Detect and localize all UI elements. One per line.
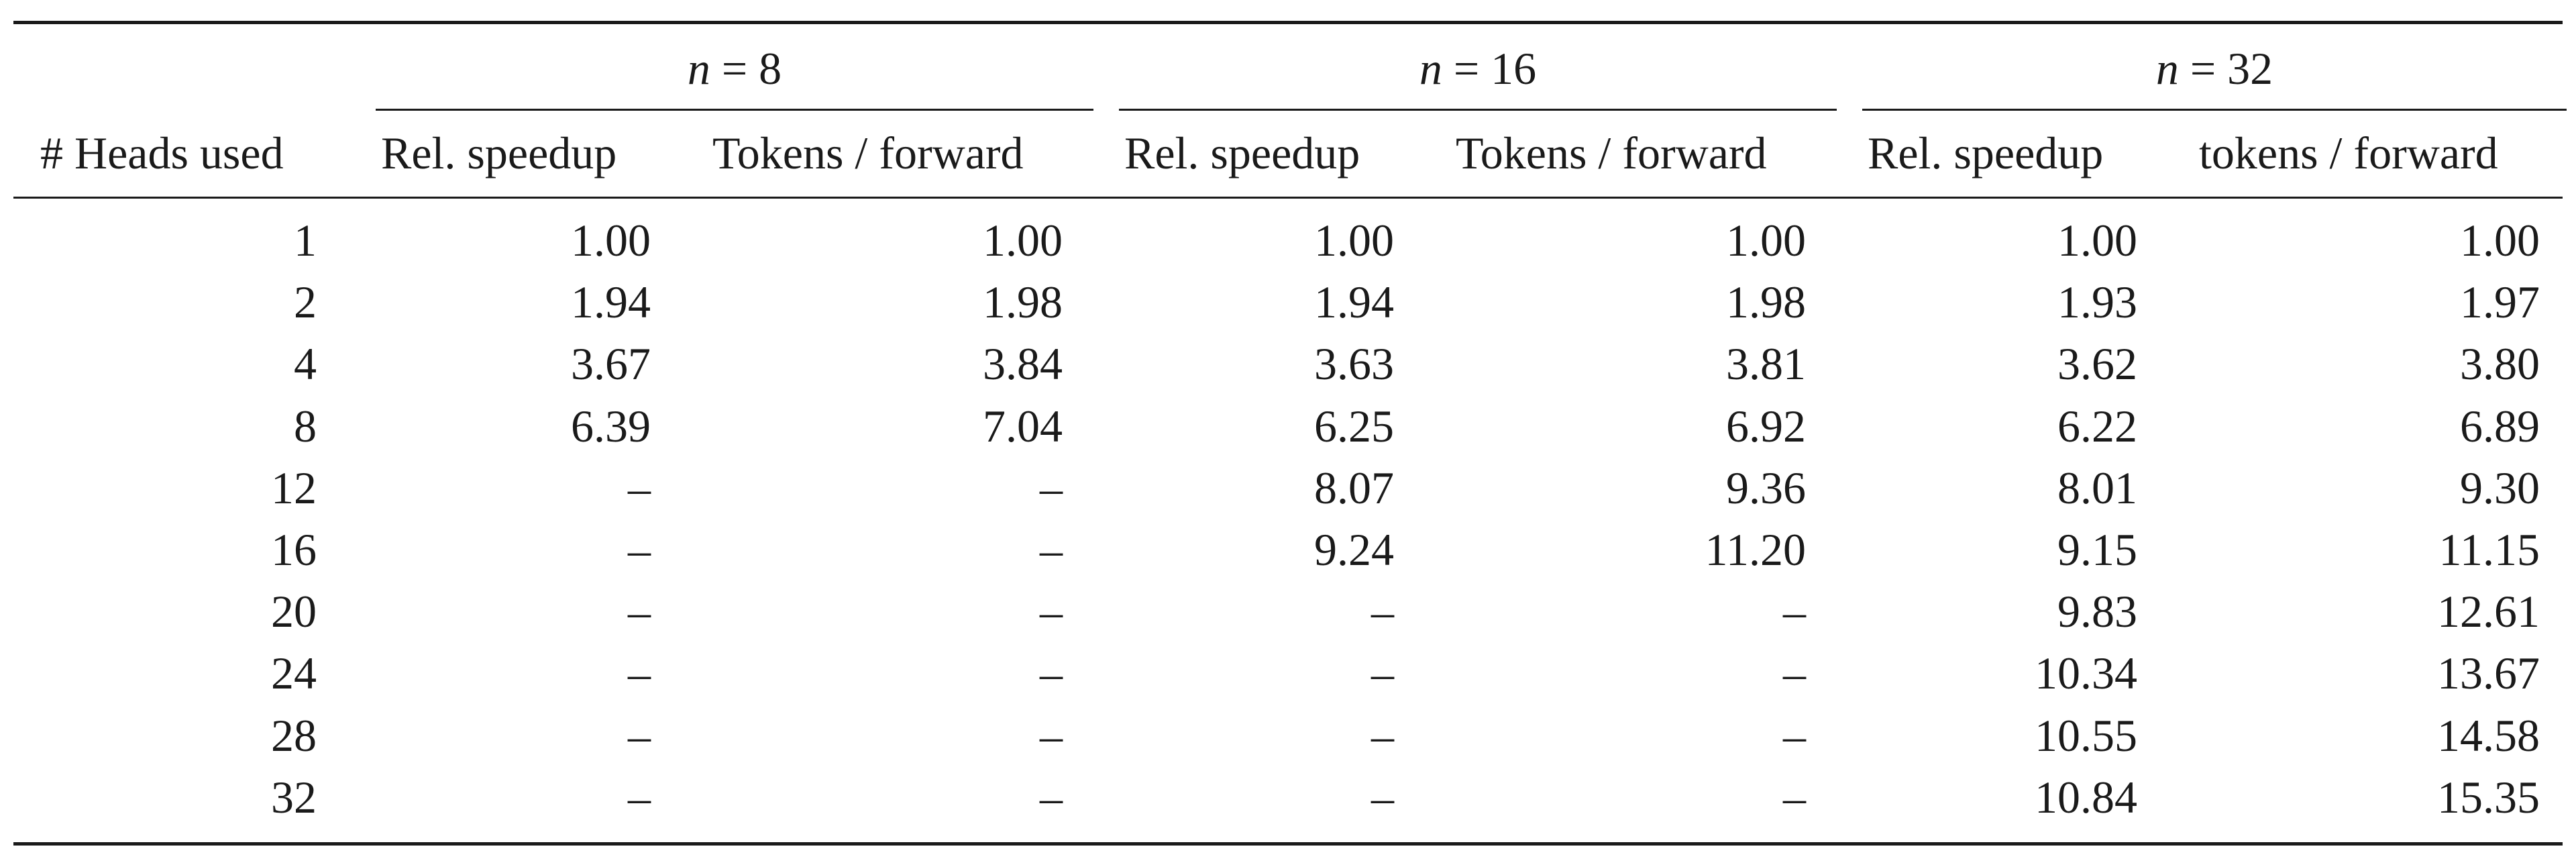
- group-header-n8: n = 8: [376, 42, 1093, 95]
- group-n-val: 32: [2227, 43, 2273, 94]
- value-cell: 1.00: [2460, 215, 2540, 266]
- value-cell: 14.58: [2437, 710, 2540, 761]
- heads-used-cell: 12: [271, 462, 317, 513]
- group-n-eq: =: [1442, 43, 1491, 94]
- col-header-tokens-forward: tokens / forward: [2199, 128, 2498, 178]
- heads-used-cell: 4: [294, 338, 317, 389]
- value-cell: 11.15: [2438, 524, 2540, 575]
- heads-used-cell: 1: [294, 215, 317, 266]
- value-cell: 1.93: [2057, 276, 2137, 327]
- group-n-eq: =: [2178, 43, 2228, 94]
- value-cell: –: [1371, 772, 1394, 823]
- value-cell: –: [628, 462, 651, 513]
- group-header-n32: n = 32: [1862, 42, 2567, 95]
- value-cell: 6.22: [2057, 401, 2137, 452]
- value-cell: 1.00: [1314, 215, 1394, 266]
- value-cell: –: [1371, 710, 1394, 761]
- value-cell: –: [1783, 710, 1806, 761]
- group-n-var: n: [1419, 43, 1442, 94]
- value-cell: –: [1040, 772, 1063, 823]
- value-cell: –: [1783, 648, 1806, 699]
- value-cell: 1.00: [983, 215, 1063, 266]
- heads-used-cell: 16: [271, 524, 317, 575]
- value-cell: 1.97: [2460, 276, 2540, 327]
- value-cell: –: [1040, 462, 1063, 513]
- value-cell: –: [1783, 772, 1806, 823]
- top-rule: [13, 21, 2563, 24]
- value-cell: –: [628, 648, 651, 699]
- value-cell: 9.30: [2460, 462, 2540, 513]
- value-cell: 8.07: [1314, 462, 1394, 513]
- value-cell: 8.01: [2057, 462, 2137, 513]
- group-underline-n16: [1119, 109, 1837, 111]
- value-cell: 3.63: [1314, 338, 1394, 389]
- value-cell: 15.35: [2437, 772, 2540, 823]
- value-cell: 1.94: [571, 276, 651, 327]
- heads-used-cell: 8: [294, 401, 317, 452]
- heads-used-cell: 20: [271, 586, 317, 637]
- value-cell: 1.00: [2057, 215, 2137, 266]
- header-rule: [13, 197, 2563, 199]
- col-header-rel-speedup: Rel. speedup: [1868, 128, 2104, 178]
- value-cell: 1.00: [571, 215, 651, 266]
- value-cell: 10.84: [2035, 772, 2137, 823]
- value-cell: 9.15: [2057, 524, 2137, 575]
- value-cell: –: [1371, 586, 1394, 637]
- heads-used-cell: 32: [271, 772, 317, 823]
- value-cell: 9.24: [1314, 524, 1394, 575]
- value-cell: –: [1040, 710, 1063, 761]
- value-cell: 1.94: [1314, 276, 1394, 327]
- heads-used-cell: 28: [271, 710, 317, 761]
- value-cell: –: [628, 710, 651, 761]
- col-header-rel-speedup: Rel. speedup: [381, 128, 617, 178]
- group-underline-n32: [1862, 109, 2567, 111]
- value-cell: 3.62: [2057, 338, 2137, 389]
- value-cell: 6.25: [1314, 401, 1394, 452]
- group-n-val: 16: [1491, 43, 1537, 94]
- value-cell: –: [628, 772, 651, 823]
- group-n-var: n: [2155, 43, 2179, 94]
- value-cell: 3.81: [1726, 338, 1806, 389]
- value-cell: 6.89: [2460, 401, 2540, 452]
- value-cell: –: [1040, 524, 1063, 575]
- value-cell: 6.92: [1726, 401, 1806, 452]
- value-cell: –: [1040, 586, 1063, 637]
- group-header-n16: n = 16: [1119, 42, 1837, 95]
- group-underline-n8: [376, 109, 1093, 111]
- value-cell: –: [1040, 648, 1063, 699]
- col-header-tokens-forward: Tokens / forward: [1456, 128, 1767, 178]
- group-n-val: 8: [759, 43, 782, 94]
- value-cell: 3.80: [2460, 338, 2540, 389]
- value-cell: 12.61: [2437, 586, 2540, 637]
- value-cell: –: [628, 586, 651, 637]
- value-cell: 9.83: [2057, 586, 2137, 637]
- group-n-var: n: [687, 43, 710, 94]
- value-cell: 3.67: [571, 338, 651, 389]
- col-header-heads-used: # Heads used: [40, 128, 284, 178]
- value-cell: –: [1783, 586, 1806, 637]
- heads-used-cell: 2: [294, 276, 317, 327]
- value-cell: 10.55: [2035, 710, 2137, 761]
- value-cell: 1.98: [983, 276, 1063, 327]
- bottom-rule: [13, 842, 2563, 846]
- heads-used-cell: 24: [271, 648, 317, 699]
- value-cell: 9.36: [1726, 462, 1806, 513]
- value-cell: –: [628, 524, 651, 575]
- value-cell: 11.20: [1705, 524, 1806, 575]
- value-cell: 6.39: [571, 401, 651, 452]
- col-header-rel-speedup: Rel. speedup: [1124, 128, 1360, 178]
- value-cell: 1.98: [1726, 276, 1806, 327]
- value-cell: 13.67: [2437, 648, 2540, 699]
- value-cell: 3.84: [983, 338, 1063, 389]
- value-cell: –: [1371, 648, 1394, 699]
- value-cell: 1.00: [1726, 215, 1806, 266]
- value-cell: 7.04: [983, 401, 1063, 452]
- value-cell: 10.34: [2035, 648, 2137, 699]
- group-n-eq: =: [710, 43, 759, 94]
- col-header-tokens-forward: Tokens / forward: [712, 128, 1024, 178]
